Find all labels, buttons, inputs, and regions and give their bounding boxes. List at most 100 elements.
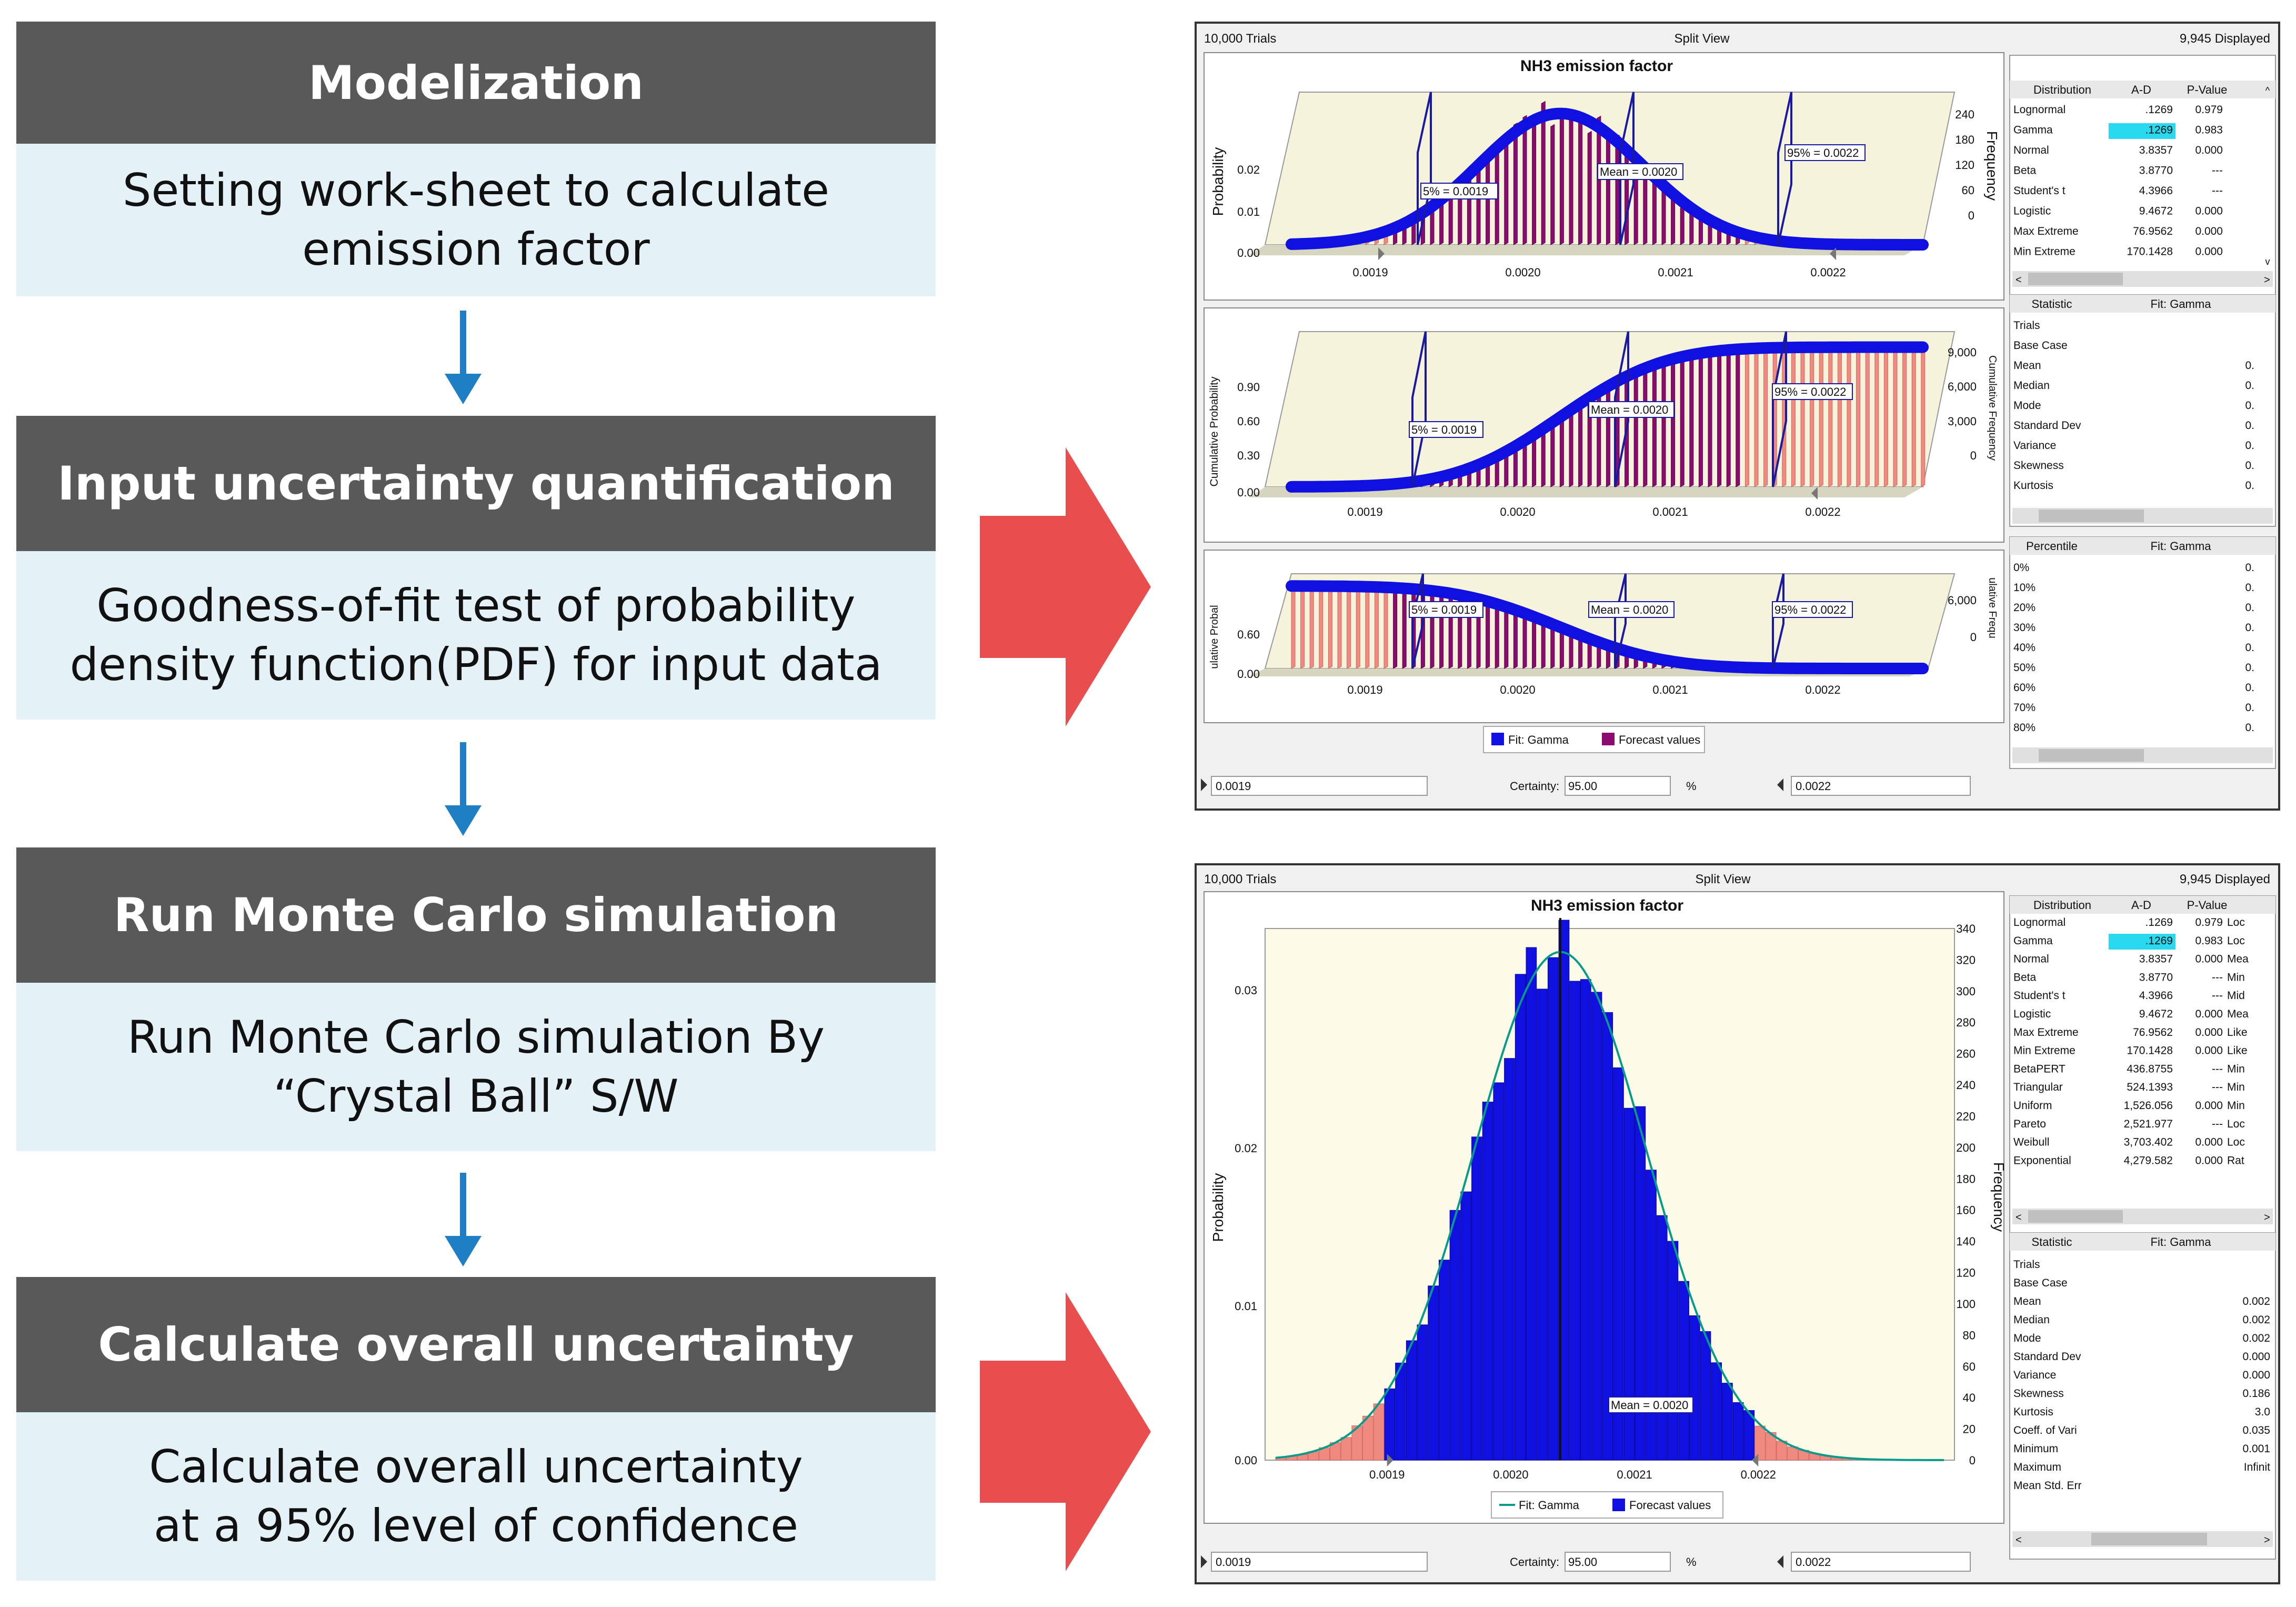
table-cell: 70% <box>2013 702 2036 714</box>
histogram-bar <box>1482 1102 1493 1461</box>
histogram-bar <box>1763 345 1768 487</box>
chevron-left-icon[interactable]: < <box>2016 274 2022 286</box>
table-cell: Maximum <box>2013 1461 2061 1473</box>
histogram-bar <box>1309 583 1314 669</box>
histogram-bar <box>1615 134 1620 245</box>
histogram-bar <box>1578 117 1583 245</box>
certainty-grabber-right[interactable] <box>1811 487 1818 500</box>
histogram-bar <box>1856 344 1861 487</box>
table-cell: 0. <box>2245 622 2254 634</box>
chevron-up-icon[interactable]: ^ <box>2265 85 2270 96</box>
table-cell: 0.000 <box>2195 246 2223 258</box>
scrollbar-thumb[interactable] <box>2039 510 2144 522</box>
table-cell: 0.979 <box>2195 916 2223 929</box>
certainty-grabber-right[interactable] <box>1830 247 1836 260</box>
chevron-right-icon[interactable]: > <box>2264 1534 2270 1546</box>
histogram-bar <box>1893 344 1898 487</box>
histogram-bar <box>1550 124 1555 245</box>
table-cell: 170.1428 <box>2127 1045 2173 1057</box>
freq-tick: 3,000 <box>1948 415 1977 428</box>
distribution-rows: Lognormal .1269 0.979 Gamma .1269 0.983 Normal… <box>2013 104 2223 258</box>
left-certainty-input[interactable] <box>1211 776 1428 796</box>
table-header: Percentile <box>2026 540 2078 553</box>
chevron-right-icon[interactable]: > <box>2264 274 2270 286</box>
histogram-bar <box>1597 115 1601 245</box>
histogram-bar <box>1406 1340 1417 1461</box>
certainty-grabber-left[interactable] <box>1378 247 1385 260</box>
histogram-bar <box>1300 583 1305 669</box>
marker-label-box <box>1772 383 1853 400</box>
table-cell: 3.8770 <box>2139 165 2173 177</box>
histogram-bar <box>1606 135 1610 245</box>
table-cell: Mean <box>2013 360 2041 372</box>
table-cell: 2,521.977 <box>2124 1118 2173 1130</box>
table-cell: BetaPERT <box>2013 1063 2066 1075</box>
freq-tick: 0 <box>1970 631 1977 644</box>
table-cell: 60% <box>2013 682 2036 694</box>
scrollbar-thumb[interactable] <box>2039 749 2144 762</box>
table-cell: Loc <box>2227 1118 2245 1130</box>
histogram-bar <box>1493 1082 1505 1461</box>
histogram-bar <box>1828 344 1833 487</box>
histogram-bar <box>1787 1446 1798 1461</box>
chevron-down-icon[interactable]: v <box>2265 256 2270 267</box>
histogram-bar <box>1883 344 1888 487</box>
table-cell: 0. <box>2245 662 2254 674</box>
histogram-bar <box>1865 344 1870 487</box>
certainty-grabber-left[interactable] <box>1387 1454 1393 1466</box>
x-tick: 0.0021 <box>1617 1468 1652 1481</box>
histogram-bar <box>1902 344 1907 487</box>
histogram-bar <box>1504 1058 1515 1461</box>
y-tick: 0.00 <box>1235 1454 1257 1467</box>
freq-tick: 6,000 <box>1948 594 1977 607</box>
table-cell: 0. <box>2245 460 2254 472</box>
x-tick: 0.0022 <box>1741 1468 1776 1481</box>
table-cell: 0. <box>2245 602 2254 614</box>
freq-tick: 140 <box>1956 1235 1976 1248</box>
y-axis-label: Cumulative Probability <box>1208 376 1220 486</box>
table-cell: 0. <box>2245 380 2254 392</box>
freq-tick: 80 <box>1963 1329 1976 1342</box>
marker-label: 95% = 0.0022 <box>1774 603 1846 616</box>
freq-tick: 300 <box>1956 985 1976 998</box>
table-header: Distribution <box>2033 83 2091 96</box>
left-certainty-input[interactable] <box>1211 1552 1428 1572</box>
certainty-value: 95.00 <box>1568 780 1597 793</box>
table-cell: Kurtosis <box>2013 480 2053 492</box>
histogram-bar <box>1587 131 1592 245</box>
table-cell: Median <box>2013 380 2050 392</box>
certainty-input[interactable] <box>1565 776 1671 796</box>
table-cell: Minimum <box>2013 1443 2058 1455</box>
table-cell: Gamma <box>2013 124 2053 136</box>
histogram-bar <box>1911 344 1916 487</box>
chevron-left-icon[interactable]: < <box>2016 1534 2022 1546</box>
histogram-bar <box>1819 344 1823 487</box>
histogram-bar <box>1471 1136 1482 1461</box>
histogram-bar <box>1800 344 1805 487</box>
table-cell: Min <box>2227 971 2245 983</box>
table-cell: 0.035 <box>2242 1424 2270 1436</box>
right-certainty-input[interactable] <box>1791 1552 1971 1572</box>
chevron-left-icon[interactable]: < <box>2016 1212 2022 1223</box>
right-certainty-input[interactable] <box>1791 776 1971 796</box>
certainty-grabber-right[interactable] <box>1752 1454 1759 1466</box>
scrollbar-thumb[interactable] <box>2091 1533 2207 1545</box>
freq-tick: 20 <box>1963 1423 1976 1436</box>
table-cell: Normal <box>2013 144 2049 156</box>
table-cell: Kurtosis <box>2013 1406 2053 1418</box>
scrollbar-thumb[interactable] <box>2028 273 2123 285</box>
certainty-input[interactable] <box>1565 1552 1671 1572</box>
table-cell: --- <box>2212 1063 2223 1075</box>
histogram-bar <box>1847 344 1851 487</box>
table-cell: Loc <box>2227 935 2245 947</box>
step-overall-uncertainty: Calculate overall uncertainty Calculate … <box>16 1277 936 1581</box>
freq-tick: 0 <box>1970 449 1977 462</box>
trials-count: 10,000 Trials <box>1204 32 1276 46</box>
step-modelization: Modelization Setting work-sheet to calcu… <box>16 22 936 296</box>
chevron-right-icon[interactable]: > <box>2264 1212 2270 1223</box>
scrollbar-thumb[interactable] <box>2028 1210 2123 1223</box>
table-cell: Like <box>2227 1026 2248 1039</box>
certainty-value: 95.00 <box>1568 1555 1597 1569</box>
histogram-bar <box>1708 348 1712 487</box>
table-cell: Variance <box>2013 440 2056 452</box>
